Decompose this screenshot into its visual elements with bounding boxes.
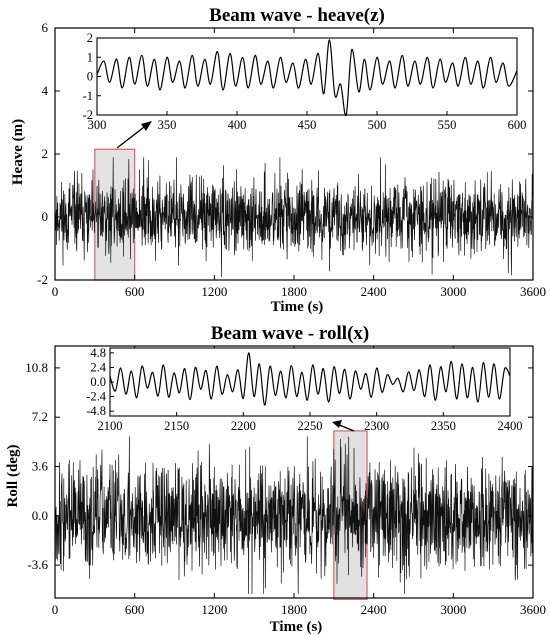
- heave-x-axis-label: Time (s): [271, 299, 324, 315]
- roll-x-tick-label: 3600: [520, 602, 546, 617]
- roll-x-tick-label: 600: [125, 602, 145, 617]
- roll-x-tick-label: 1800: [281, 602, 307, 617]
- heave-inset-background: [96, 37, 518, 116]
- heave-x-tick-label: 1200: [201, 284, 227, 299]
- heave-inset-tick-labels: 300 350 400 450 500 550 600 -2 -1 0 1 2: [83, 31, 527, 132]
- heave-x-tick-label: 3600: [520, 284, 546, 299]
- heave-inset-axes: [96, 37, 518, 116]
- roll-inset-x-tick-label: 2400: [498, 419, 523, 433]
- roll-y-tick-label: 10.8: [25, 360, 48, 375]
- roll-inset-x-tick-label: 2250: [298, 419, 323, 433]
- roll-inset-x-tick-label: 2150: [164, 419, 189, 433]
- roll-zoom-arrowhead: [332, 420, 342, 428]
- heave-series-line: [54, 157, 534, 277]
- roll-series-line: [54, 436, 534, 594]
- heave-inset-series-line: [96, 39, 518, 117]
- roll-y-tick-label: -3.6: [27, 557, 48, 572]
- roll-inset-x-tick-label: 2100: [98, 419, 123, 433]
- heave-zoom-arrowhead: [141, 121, 152, 131]
- heave-inset-y-tick-label: 2: [87, 31, 93, 45]
- heave-inset-x-tick-label: 400: [228, 118, 247, 132]
- roll-tick-labels: 0 600 1200 1800 2400 3000 3600 -3.6 0.0 3.6 7.2 10.…: [25, 360, 546, 617]
- heave-inset-y-tick-label: -1: [83, 89, 93, 103]
- heave-inset-x-tick-label: 600: [508, 118, 527, 132]
- roll-x-tick-label: 3000: [440, 602, 466, 617]
- heave-y-tick-label: 4: [42, 83, 49, 98]
- roll-x-tick-label: 1200: [201, 602, 227, 617]
- heave-inset-x-tick-label: 300: [88, 118, 107, 132]
- roll-y-tick-label: 7.2: [32, 409, 48, 424]
- heave-inset-y-tick-label: 0: [87, 70, 93, 84]
- roll-inset-x-tick-label: 2350: [431, 419, 456, 433]
- heave-y-tick-label: 6: [42, 20, 49, 35]
- heave-panel: Beam wave - heave(z) 0 600 1200 1800 2400 300…: [10, 5, 546, 315]
- roll-inset-x-tick-label: 2300: [364, 419, 389, 433]
- heave-inset-y-tick-label: 1: [87, 50, 93, 64]
- roll-inset-tick-labels: 2100 2150 2200 2250 2300 2350 2400 -4.8-2.40.02…: [86, 346, 522, 433]
- heave-inset-x-tick-label: 450: [298, 118, 317, 132]
- roll-y-tick-label: 3.6: [32, 459, 49, 474]
- roll-x-tick-label: 2400: [361, 602, 387, 617]
- roll-inset-y-tick-label: 2.4: [90, 360, 106, 374]
- roll-inset-x-tick-label: 2200: [231, 419, 256, 433]
- roll-inset-series-line: [109, 352, 511, 406]
- heave-chart-title: Beam wave - heave(z): [209, 5, 385, 26]
- heave-y-tick-label: 2: [42, 146, 49, 161]
- roll-y-axis-label: Roll (deg): [5, 445, 21, 508]
- roll-inset-y-tick-label: -4.8: [86, 404, 106, 418]
- heave-x-tick-label: 3000: [440, 284, 466, 299]
- roll-inset-y-tick-label: 0.0: [90, 375, 106, 389]
- roll-inset-y-tick-label: 4.8: [90, 346, 106, 360]
- roll-inset-y-tick-label: -2.4: [86, 390, 107, 404]
- roll-y-tick-label: 0.0: [32, 508, 48, 523]
- heave-x-tick-label: 600: [125, 284, 145, 299]
- heave-axes: [54, 27, 534, 281]
- heave-zoom-arrow: [116, 123, 149, 149]
- heave-y-axis-label: Heave (m): [10, 119, 26, 185]
- roll-inset-axes: [109, 352, 511, 416]
- heave-x-tick-label: 0: [52, 284, 59, 299]
- roll-x-tick-label: 0: [52, 602, 59, 617]
- heave-x-tick-label: 2400: [361, 284, 387, 299]
- heave-inset-x-tick-label: 350: [158, 118, 177, 132]
- heave-y-tick-label: 0: [42, 209, 49, 224]
- heave-x-tick-label: 1800: [281, 284, 307, 299]
- roll-x-axis-label: Time (s): [270, 619, 323, 635]
- heave-inset-y-tick-label: -2: [83, 108, 93, 122]
- heave-y-tick-label: -2: [37, 272, 48, 287]
- roll-chart-title: Beam wave - roll(x): [211, 323, 369, 344]
- heave-inset-x-tick-label: 500: [368, 118, 387, 132]
- roll-panel: Beam wave - roll(x) 0 600 1200 1800 2400 3000…: [5, 323, 546, 635]
- heave-inset-x-tick-label: 550: [438, 118, 457, 132]
